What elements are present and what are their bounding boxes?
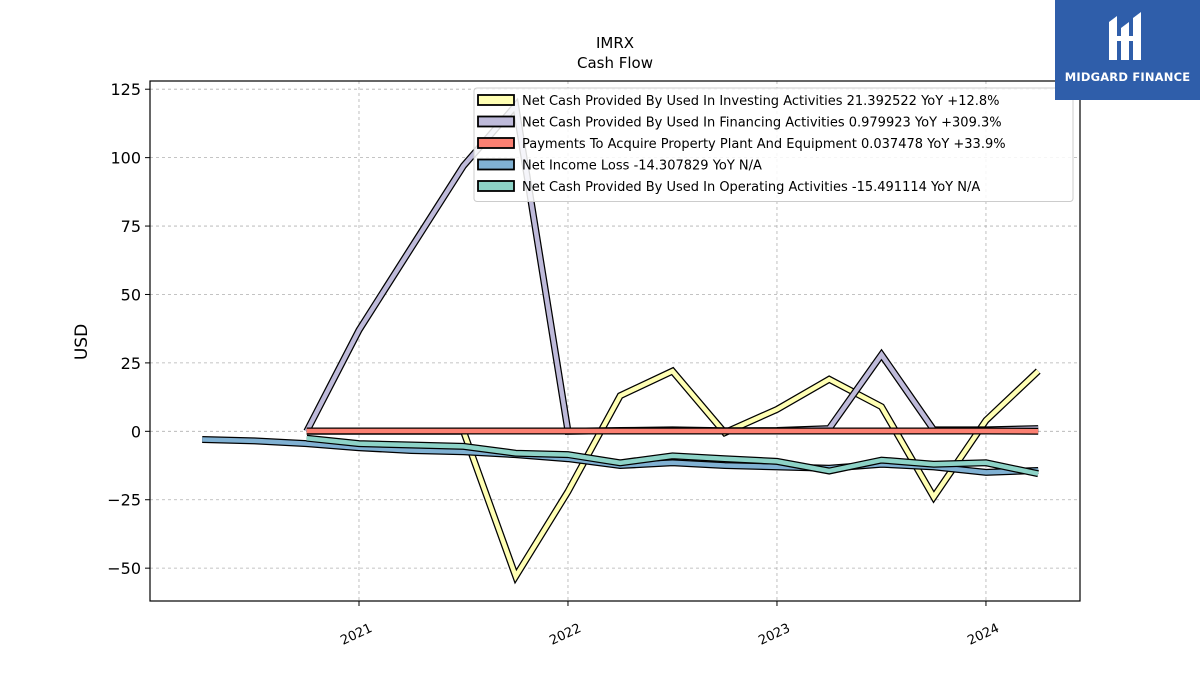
series-layer xyxy=(202,97,1041,585)
y-tick-label: 0 xyxy=(131,422,141,441)
chart-subtitle: Cash Flow xyxy=(577,54,653,72)
y-tick-label: −50 xyxy=(107,559,141,578)
legend-swatch xyxy=(477,115,515,128)
legend-entry: Net Cash Provided By Used In Financing A… xyxy=(522,116,1002,131)
y-axis-label: USD xyxy=(72,324,92,360)
series-line-fill xyxy=(306,435,1039,476)
legend-entry: Net Cash Provided By Used In Operating A… xyxy=(522,180,980,195)
y-tick-label: 25 xyxy=(121,354,141,373)
legend-entry: Net Income Loss -14.307829 YoY N/A xyxy=(522,159,762,174)
y-tick-label: 100 xyxy=(110,149,141,168)
y-tick-label: −25 xyxy=(107,491,141,510)
brand-logo: MIDGARD FINANCE xyxy=(1055,0,1200,100)
legend-swatch xyxy=(477,180,515,192)
logo-mark-icon xyxy=(1109,12,1141,60)
legend-entry: Payments To Acquire Property Plant And E… xyxy=(522,137,1006,152)
legend-swatch xyxy=(477,158,515,171)
series-line-outline xyxy=(306,366,1041,585)
x-tick-label: 2024 xyxy=(965,621,1001,649)
legend-entry: Net Cash Provided By Used In Investing A… xyxy=(522,94,1000,109)
chart-title: IMRX xyxy=(596,34,634,52)
legend: Net Cash Provided By Used In Investing A… xyxy=(473,87,1074,202)
legend-swatch xyxy=(477,137,515,149)
series-line-fill xyxy=(306,368,1040,582)
x-tick-label: 2021 xyxy=(338,621,374,649)
y-tick-label: 50 xyxy=(121,285,141,304)
y-tick-label: 75 xyxy=(121,217,141,236)
y-tick-label: 125 xyxy=(110,80,141,99)
x-tick-label: 2022 xyxy=(547,621,583,649)
axes: 125 100 75 50 25 0 −25 −50 2021 2022 2023 2024 xyxy=(107,80,1081,649)
plot-frame xyxy=(149,80,1081,602)
legend-box xyxy=(473,87,1074,202)
legend-swatch xyxy=(477,94,515,106)
logo-text: MIDGARD FINANCE xyxy=(1064,70,1191,84)
x-tick-label: 2023 xyxy=(756,621,792,649)
series-line xyxy=(306,366,1041,585)
series-line xyxy=(306,434,1039,478)
